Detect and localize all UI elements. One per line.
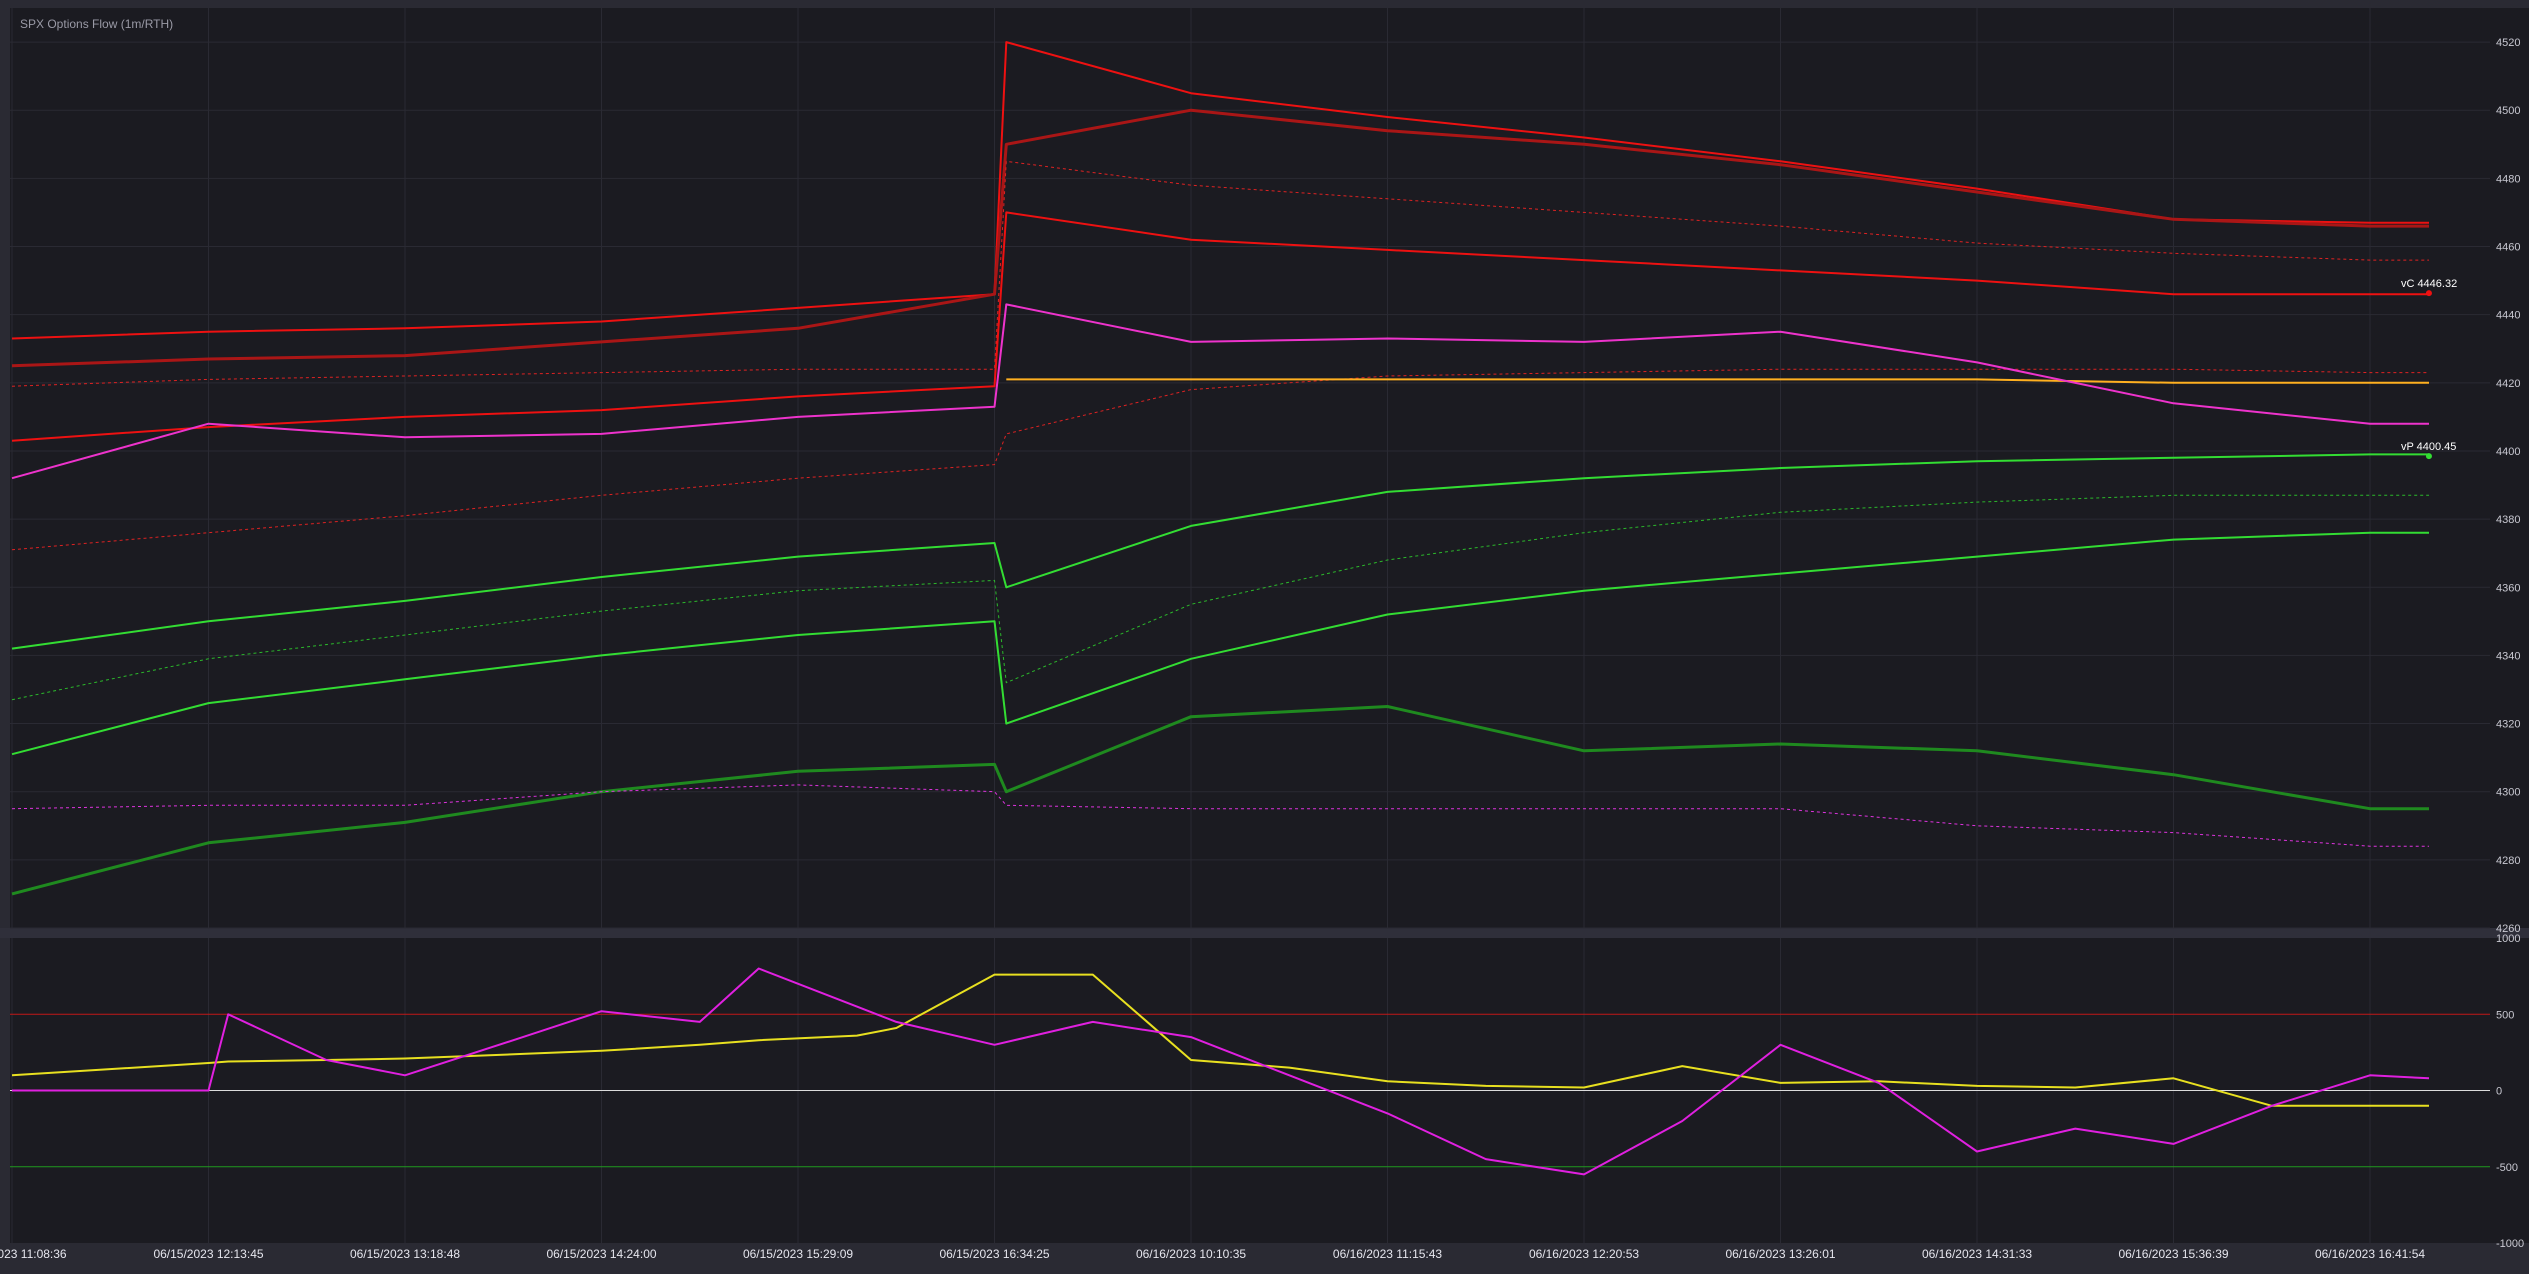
price-series-line-11 — [11, 705, 2429, 896]
price-y-tick-label: 4260 — [2496, 923, 2520, 935]
x-tick-label: 06/15/2023 13:18:48 — [350, 1247, 460, 1261]
osc-series-line-1 — [11, 973, 2429, 1107]
x-tick-label: 06/16/2023 13:26:01 — [1725, 1247, 1835, 1261]
x-tick-label: 06/15/2023 14:24:00 — [546, 1247, 656, 1261]
panel-separator — [0, 928, 2529, 938]
price-y-tick-label: 4520 — [2496, 37, 2520, 49]
price-y-tick-label: 4320 — [2496, 719, 2520, 731]
annotation-label-1: vC 4446.32 — [2401, 278, 2457, 290]
price-series-line-4 — [11, 160, 2429, 387]
x-tick-label: 06/15/2023 11:08:36 — [0, 1247, 67, 1261]
x-tick-label: 06/15/2023 12:13:45 — [153, 1247, 263, 1261]
osc-y-tick-label: -500 — [2496, 1162, 2518, 1174]
osc-y-tick-label: -1000 — [2496, 1238, 2524, 1250]
price-y-tick-label: 4300 — [2496, 787, 2520, 799]
x-tick-label: 06/16/2023 16:41:54 — [2315, 1247, 2425, 1261]
price-panel-background — [10, 8, 2490, 928]
price-y-tick-label: 4380 — [2496, 514, 2520, 526]
price-series-line-7 — [11, 303, 2429, 480]
price-y-tick-label: 4460 — [2496, 242, 2520, 254]
osc-series-line-2 — [12, 967, 2430, 1176]
price-y-tick-label: 4400 — [2496, 446, 2520, 458]
price-series-line-10 — [11, 531, 2429, 756]
price-y-tick-label: 4480 — [2496, 173, 2520, 185]
x-tick-label: 06/16/2023 15:36:39 — [2118, 1247, 2228, 1261]
price-y-tick-label: 4420 — [2496, 378, 2520, 390]
price-y-tick-label: 4280 — [2496, 855, 2520, 867]
osc-y-tick-label: 0 — [2496, 1086, 2502, 1098]
x-tick-label: 06/16/2023 14:31:33 — [1922, 1247, 2032, 1261]
annotation-label-2: vP 4400.45 — [2401, 441, 2456, 453]
price-y-tick-label: 4440 — [2496, 310, 2520, 322]
price-series-line-12 — [11, 784, 2429, 847]
osc-y-tick-label: 1000 — [2496, 933, 2520, 945]
top-bar — [0, 0, 2529, 8]
chart-title: SPX Options Flow (1m/RTH) — [20, 17, 173, 31]
annotation-marker-2 — [2425, 453, 2432, 460]
price-axis-background — [2490, 8, 2529, 928]
x-tick-label: 06/16/2023 10:10:35 — [1136, 1247, 1246, 1261]
osc-y-tick-label: 500 — [2496, 1009, 2514, 1021]
price-y-tick-label: 4360 — [2496, 582, 2520, 594]
price-series-line-3 — [11, 211, 2429, 442]
price-y-tick-label: 4500 — [2496, 105, 2520, 117]
x-tick-label: 06/15/2023 15:29:09 — [743, 1247, 853, 1261]
annotation-marker-1 — [2425, 290, 2432, 297]
x-tick-label: 06/16/2023 11:15:43 — [1333, 1247, 1443, 1261]
price-y-tick-label: 4340 — [2496, 650, 2520, 662]
price-series-line-6 — [1006, 378, 2429, 384]
price-series-line-9 — [11, 494, 2429, 701]
x-tick-label: 06/16/2023 12:20:53 — [1529, 1247, 1639, 1261]
oscillator-axis-background — [2490, 938, 2529, 1243]
price-series-line-2 — [11, 108, 2429, 368]
price-series-line-8 — [11, 453, 2429, 650]
price-series-line-5 — [11, 368, 2429, 551]
x-tick-label: 06/15/2023 16:34:25 — [939, 1247, 1049, 1261]
